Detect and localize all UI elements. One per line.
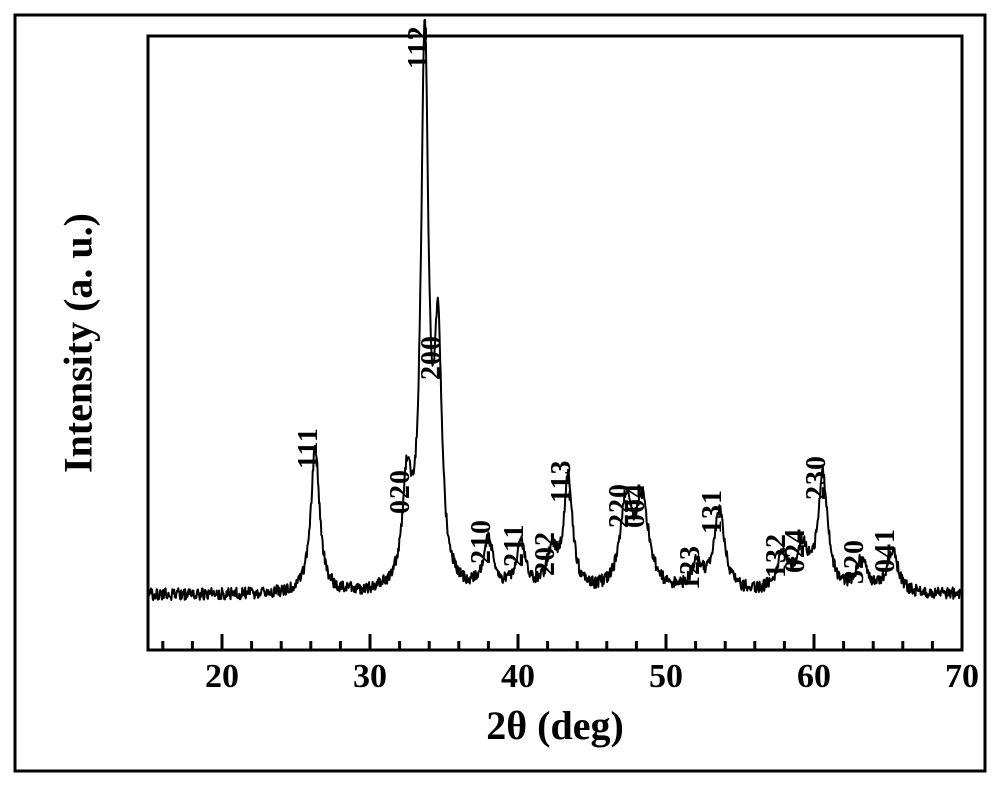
plot-svg [0, 0, 1000, 786]
xrd-figure: Intensity (a. u.) 2θ (deg) 203040506070 … [0, 0, 1000, 786]
